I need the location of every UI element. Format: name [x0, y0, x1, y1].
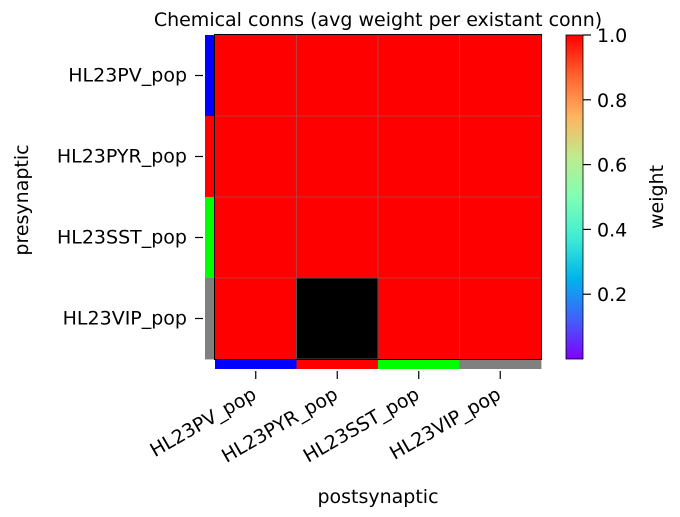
heatmap-grid: [215, 35, 541, 360]
y-tick-label: HL23PV_pop: [68, 65, 187, 87]
presynaptic-color-segment: [205, 278, 214, 360]
x-axis-ticks: HL23PV_popHL23PYR_popHL23SST_popHL23VIP_…: [146, 371, 505, 467]
y-axis-label: presynaptic: [11, 144, 33, 255]
heatmap-cell: [296, 197, 379, 279]
y-axis-ticks: HL23PV_pop HL23PYR_pop HL23SST_pop HL23VIP_…: [57, 65, 203, 330]
y-tick-label: HL23SST_pop: [57, 227, 187, 249]
colorbar-tick-label: 0.4: [597, 219, 627, 241]
colorbar-tick-label: 1.0: [597, 25, 627, 47]
presynaptic-color-segment: [205, 197, 214, 279]
y-tick-label: HL23VIP_pop: [63, 308, 187, 330]
y-tick-label: HL23PYR_pop: [57, 146, 187, 168]
heatmap-cell: [296, 116, 379, 198]
colorbar: [565, 34, 584, 360]
heatmap-cell: [378, 116, 460, 198]
heatmap-cell: [459, 35, 542, 117]
presynaptic-color-segment: [205, 116, 214, 198]
postsynaptic-color-segment: [378, 360, 460, 369]
colorbar-label: weight: [646, 165, 668, 229]
heatmap-cell: [459, 278, 542, 360]
heatmap-cell: [215, 197, 297, 279]
heatmap-cell: [215, 278, 297, 360]
plot-frame: [214, 34, 542, 360]
presynaptic-color-segment: [205, 35, 214, 117]
heatmap-cells: [215, 35, 542, 360]
heatmap-cell: [459, 197, 542, 279]
heatmap-cell: [215, 116, 297, 198]
postsynaptic-color-segment: [296, 360, 379, 369]
chart-title: Chemical conns (avg weight per existant …: [154, 9, 602, 31]
postsynaptic-color-strip: [215, 360, 542, 369]
colorbar-tick-label: 0.6: [597, 155, 627, 177]
heatmap-cell: [378, 278, 460, 360]
presynaptic-color-strip: [205, 35, 214, 360]
heatmap-cell: [459, 116, 542, 198]
colorbar-ticks: 0.2 0.4 0.6 0.8 1.0: [583, 25, 627, 306]
heatmap-cell: [378, 35, 460, 117]
postsynaptic-color-segment: [459, 360, 542, 369]
heatmap-cell: [296, 35, 379, 117]
colorbar-tick-label: 0.2: [597, 284, 627, 306]
heatmap-cell: [215, 35, 297, 117]
heatmap-cell: [378, 197, 460, 279]
x-axis-label: postsynaptic: [317, 486, 438, 508]
heatmap-cell: [296, 278, 379, 360]
postsynaptic-color-segment: [215, 360, 297, 369]
colorbar-tick-label: 0.8: [597, 90, 627, 112]
